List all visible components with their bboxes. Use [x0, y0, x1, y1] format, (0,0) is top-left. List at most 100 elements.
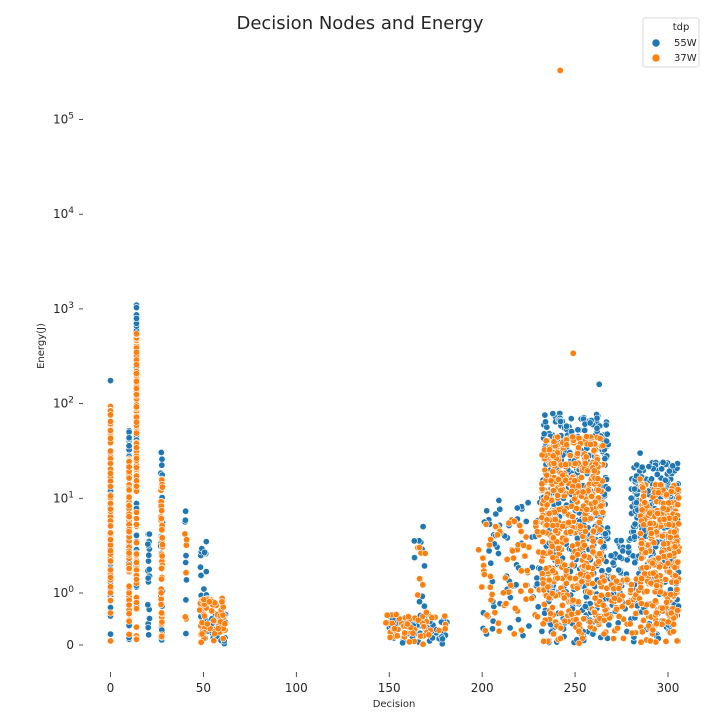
data-point	[133, 508, 141, 516]
data-point	[197, 571, 205, 579]
data-point	[642, 608, 650, 616]
data-point	[383, 611, 391, 619]
y-tick-label: 103	[53, 301, 74, 316]
data-point	[600, 577, 608, 585]
data-point	[107, 637, 115, 645]
data-point	[544, 583, 552, 591]
data-point	[589, 537, 597, 545]
data-point	[599, 508, 607, 516]
data-point	[133, 531, 141, 539]
data-point	[133, 348, 141, 356]
data-point	[513, 504, 521, 512]
data-point	[421, 549, 429, 557]
data-point	[655, 563, 663, 571]
data-point	[557, 417, 565, 425]
data-point	[591, 594, 599, 602]
data-point	[521, 552, 529, 560]
data-point	[475, 546, 483, 554]
data-point	[133, 623, 141, 631]
data-point	[525, 622, 533, 630]
data-point	[523, 567, 531, 575]
data-point	[528, 594, 536, 602]
data-point	[158, 461, 166, 469]
data-point	[660, 515, 668, 523]
data-point	[592, 509, 600, 517]
data-point	[626, 620, 634, 628]
data-point	[662, 575, 670, 583]
data-point	[527, 587, 535, 595]
data-point	[584, 563, 592, 571]
data-point	[580, 615, 588, 623]
data-point	[549, 486, 557, 494]
data-point	[574, 609, 582, 617]
data-point	[640, 521, 648, 529]
data-point	[601, 530, 609, 538]
data-point	[584, 573, 592, 581]
data-point	[483, 507, 491, 515]
data-point	[579, 488, 587, 496]
data-point	[181, 530, 189, 538]
data-point	[510, 630, 518, 638]
data-point	[107, 573, 115, 581]
data-point	[487, 572, 495, 580]
data-point	[566, 528, 574, 536]
data-point	[416, 575, 424, 583]
data-point	[182, 596, 190, 604]
data-point	[550, 438, 558, 446]
data-point	[631, 559, 639, 567]
data-point	[483, 611, 491, 619]
data-point	[604, 591, 612, 599]
data-point	[665, 467, 673, 475]
data-point	[663, 491, 671, 499]
data-point	[218, 598, 226, 606]
data-point	[636, 449, 644, 457]
data-point	[574, 550, 582, 558]
data-point	[659, 458, 667, 466]
data-point	[643, 563, 651, 571]
data-point	[649, 626, 657, 634]
data-point	[201, 548, 209, 556]
data-point	[133, 377, 141, 385]
data-point	[615, 566, 623, 574]
data-point	[575, 620, 583, 628]
data-point	[107, 434, 115, 442]
data-point	[410, 554, 418, 562]
data-point	[582, 432, 590, 440]
data-point	[543, 521, 551, 529]
data-point	[551, 515, 559, 523]
data-point	[605, 566, 613, 574]
data-point	[107, 566, 115, 574]
data-point	[583, 506, 591, 514]
data-point	[623, 576, 631, 584]
data-point	[573, 504, 581, 512]
data-point	[533, 613, 541, 621]
data-point	[653, 609, 661, 617]
data-point	[485, 547, 493, 555]
data-point	[522, 533, 530, 541]
y-tick-label: 105	[53, 112, 74, 127]
data-point	[596, 550, 604, 558]
data-point	[133, 575, 141, 583]
data-point	[210, 617, 218, 625]
data-point	[419, 640, 427, 648]
data-point	[182, 507, 190, 515]
data-point	[428, 614, 436, 622]
data-point	[107, 505, 115, 513]
data-point	[641, 498, 649, 506]
data-point	[548, 542, 556, 550]
data-point	[211, 630, 219, 638]
data-point	[517, 587, 525, 595]
data-point	[638, 628, 646, 636]
data-point	[538, 570, 546, 578]
x-tick-label: 50	[196, 681, 211, 695]
data-point	[158, 534, 166, 542]
data-point	[576, 570, 584, 578]
data-point	[425, 631, 433, 639]
data-point	[563, 441, 571, 449]
data-point	[675, 494, 683, 502]
data-point	[595, 518, 603, 526]
data-point	[658, 604, 666, 612]
data-point	[410, 537, 418, 545]
data-point	[562, 422, 570, 430]
data-point	[548, 603, 556, 611]
